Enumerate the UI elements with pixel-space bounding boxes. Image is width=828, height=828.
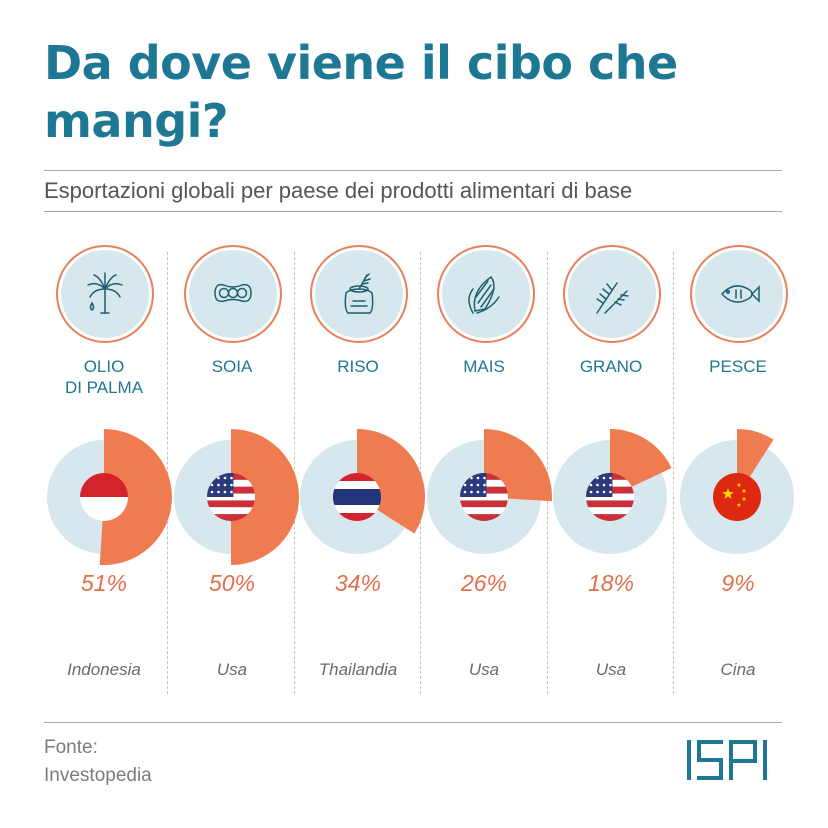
- palm-tree-icon: [87, 272, 123, 314]
- footer-divider: [44, 722, 782, 723]
- fish-icon: [720, 285, 760, 303]
- product-label-fish: PESCE: [709, 357, 767, 376]
- corn-icon-badge: [437, 245, 535, 343]
- rice-icon-badge: [310, 245, 408, 343]
- thailand-flag: [333, 473, 381, 521]
- product-label-wheat: GRANO: [579, 357, 643, 376]
- country-label: Usa: [216, 660, 248, 679]
- value-label: 50%: [208, 570, 256, 596]
- pie-chart: [680, 429, 794, 554]
- page-title: Da dove viene il cibo che mangi?: [44, 36, 678, 148]
- source-note: Fonte: Investopedia: [44, 737, 152, 786]
- pie-chart: [300, 429, 425, 554]
- soybean-icon: [214, 283, 252, 303]
- palm-oil-icon-badge: [56, 245, 154, 343]
- usa-flag: [460, 473, 508, 521]
- product-label-corn: MAIS: [463, 357, 505, 376]
- pie-chart: [427, 429, 553, 554]
- wheat-icon: [596, 282, 629, 314]
- pie-chart: [553, 429, 672, 554]
- value-label: 18%: [587, 570, 635, 596]
- column-separator: [673, 252, 674, 694]
- value-label: 34%: [334, 570, 382, 596]
- corn-icon: [468, 275, 500, 314]
- pie-chart: [174, 429, 299, 565]
- product-label-palm-oil: OLIO DI PALMA: [64, 357, 144, 397]
- value-label: 26%: [460, 570, 508, 596]
- usa-flag: [207, 473, 255, 521]
- title-divider: [44, 170, 782, 171]
- soy-icon-badge: [184, 245, 282, 343]
- product-label-rice: RISO: [337, 357, 379, 376]
- ispi-logo: [687, 740, 767, 780]
- value-label: 51%: [80, 570, 128, 596]
- china-flag: [713, 473, 761, 521]
- product-label-soy: SOIA: [211, 357, 253, 376]
- country-label: Usa: [468, 660, 500, 679]
- pie-chart: [47, 429, 172, 565]
- fish-icon-badge: [690, 245, 788, 343]
- country-label: Cina: [720, 660, 756, 679]
- country-label: Indonesia: [67, 660, 141, 679]
- usa-flag: [586, 473, 634, 521]
- wheat-icon-badge: [563, 245, 661, 343]
- country-label: Usa: [595, 660, 627, 679]
- indonesia-flag: [80, 473, 128, 521]
- chart-subtitle: Esportazioni globali per paese dei prodo…: [44, 178, 633, 203]
- subtitle-divider: [44, 211, 782, 212]
- country-label: Thailandia: [318, 660, 398, 679]
- rice-sack-icon: [344, 273, 374, 314]
- pie-slice: [99, 429, 172, 565]
- pie-slice: [231, 429, 299, 565]
- value-label: 9%: [721, 570, 755, 596]
